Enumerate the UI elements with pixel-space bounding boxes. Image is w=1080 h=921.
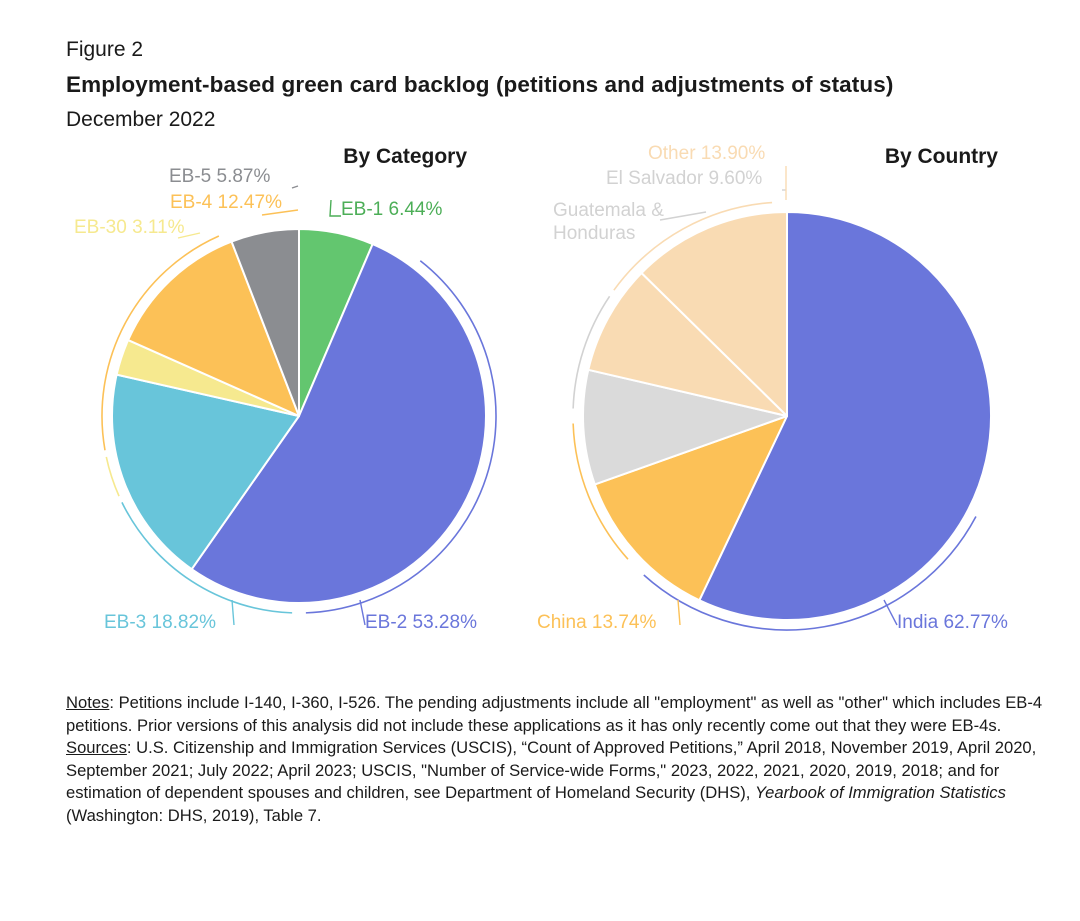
country-slice-other (640, 211, 788, 417)
country-label-guatemala-honduras: Guatemala & Honduras (553, 200, 664, 244)
country-slice-china (593, 415, 788, 602)
category-chart-title: By Category (343, 145, 467, 168)
category-label-eb-2: EB-2 53.28% (365, 612, 477, 633)
figure-label: Figure 2 (66, 38, 144, 61)
category-leader-eb-3 (231, 599, 235, 626)
category-bracket (101, 235, 220, 451)
category-leader-eb-1 (329, 199, 341, 217)
notes-label: Notes (66, 693, 110, 712)
notes-block: Notes: Petitions include I-140, I-360, I… (66, 692, 1056, 828)
notes-text: : Petitions include I-140, I-360, I-526.… (66, 693, 1043, 735)
country-label-other: Other 13.90% (648, 143, 765, 164)
category-label-eb-4: EB-4 12.47% (170, 192, 282, 213)
category-slice-eb-3 (111, 373, 300, 571)
sources-label: Sources (66, 738, 127, 758)
country-bracket (572, 295, 611, 409)
country-slice-el-salvador (587, 271, 788, 417)
category-bracket (105, 456, 120, 497)
country-chart-title: By Country (885, 145, 998, 168)
country-bracket (572, 423, 629, 560)
pie-charts: By Category EB-1 6.44% EB-2 53.28% EB-3 18.… (74, 143, 1008, 633)
category-slice-eb-5 (230, 228, 300, 417)
notes-paragraph: Notes: Petitions include I-140, I-360, I… (66, 692, 1056, 737)
country-leader-guatemala-honduras (659, 211, 707, 221)
category-leader-eb-30 (177, 232, 201, 239)
country-slice-guatemala-honduras (581, 368, 788, 486)
country-pie: By Country India 62.77% China 13.74% Guatem… (537, 143, 1008, 633)
category-label-eb-5: EB-5 5.87% (169, 166, 270, 187)
category-leader-eb-2 (359, 599, 366, 626)
category-label-eb-30: EB-30 3.11% (74, 217, 185, 238)
country-leader-china (677, 599, 681, 626)
country-label-china: China 13.74% (537, 612, 656, 633)
category-leader-eb-4 (261, 209, 299, 216)
figure-subtitle: December 2022 (66, 108, 216, 131)
country-label-india: India 62.77% (897, 612, 1008, 633)
sources-text-end: (Washington: DHS, 2019), Table 7. (66, 805, 322, 825)
country-label-line: Guatemala & (553, 200, 664, 221)
sources-text: : U.S. Citizenship and Immigration Servi… (66, 738, 1037, 803)
category-bracket (305, 260, 497, 614)
country-slice-india (698, 211, 992, 621)
country-leader-india (883, 599, 898, 626)
country-bracket (643, 516, 977, 631)
category-slice-eb-2 (190, 243, 487, 604)
country-label-el-salvador: El Salvador 9.60% (606, 168, 762, 189)
category-slice-eb-4 (127, 240, 300, 417)
sources-italic-title: Yearbook of Immigration Statistics (755, 783, 1006, 803)
category-label-eb-3: EB-3 18.82% (104, 612, 216, 633)
sources-paragraph: Sources: U.S. Citizenship and Immigratio… (66, 737, 1056, 827)
figure-title: Employment-based green card backlog (pet… (66, 72, 894, 97)
category-leader-eb-5 (291, 185, 299, 189)
category-bracket (121, 502, 293, 614)
category-label-eb-1: EB-1 6.44% (341, 199, 442, 220)
category-pie: By Category EB-1 6.44% EB-2 53.28% EB-3 18.… (74, 145, 497, 633)
country-label-line: Honduras (553, 223, 635, 244)
country-bracket (613, 201, 773, 291)
